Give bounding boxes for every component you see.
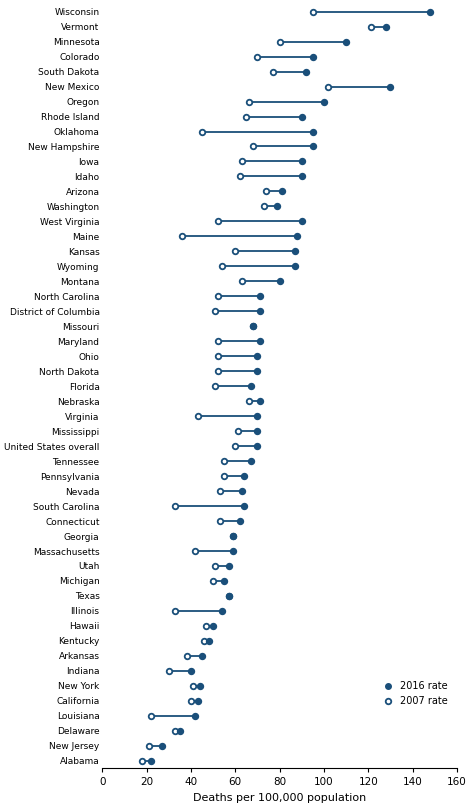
X-axis label: Deaths per 100,000 population: Deaths per 100,000 population (193, 792, 366, 803)
Legend: 2016 rate, 2007 rate: 2016 rate, 2007 rate (374, 677, 452, 710)
